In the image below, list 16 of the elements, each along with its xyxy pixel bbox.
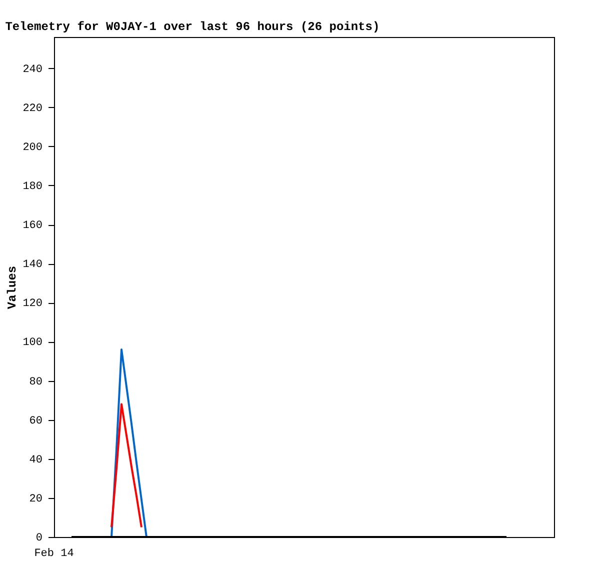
y-tick-label: 120 (22, 298, 42, 310)
y-tick-label: 240 (22, 64, 42, 76)
y-tick-label: 60 (29, 415, 42, 428)
y-tick-label: 40 (29, 454, 42, 466)
y-tick-label: 80 (29, 376, 42, 388)
y-axis-title: Values (6, 266, 20, 310)
y-tick-label: 100 (22, 337, 42, 350)
y-tick-label: 220 (22, 102, 42, 115)
y-tick-label: 200 (22, 142, 42, 154)
chart-title: Telemetry for W0JAY-1 over last 96 hours (26 points) (5, 20, 380, 34)
text: Feb 14 (34, 548, 74, 560)
y-tick-label: 0 (36, 532, 42, 544)
y-tick-label: 160 (22, 220, 42, 232)
y-tick-label: 140 (22, 259, 42, 272)
y-tick-label: 180 (22, 180, 42, 193)
y-tick-label: 20 (29, 493, 42, 506)
